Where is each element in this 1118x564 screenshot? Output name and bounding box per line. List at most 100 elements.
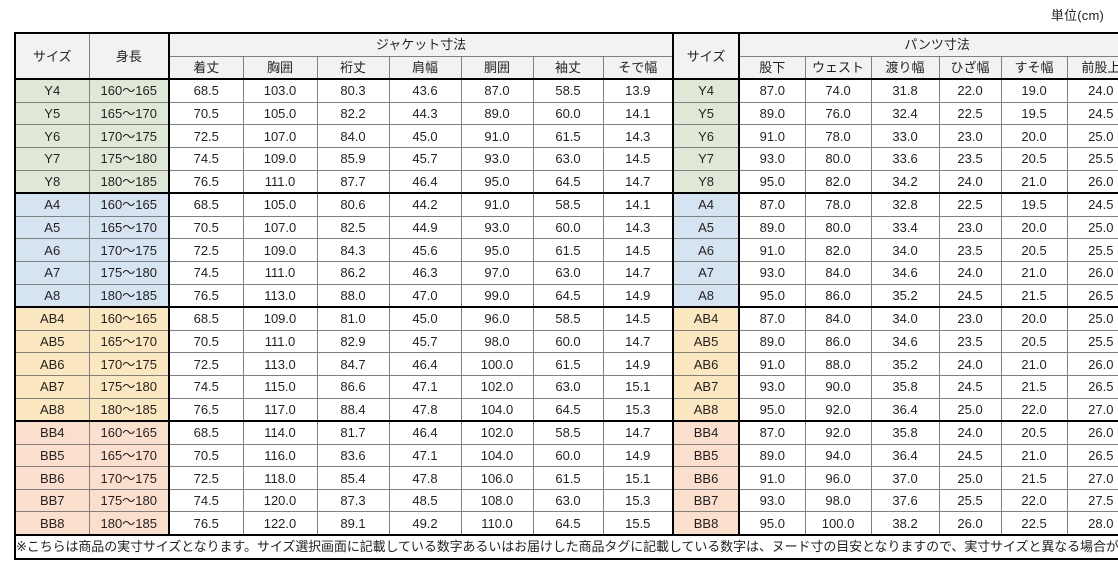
cell-jacket-3: 43.6 xyxy=(388,78,462,103)
cell-jacket-3: 48.5 xyxy=(388,488,462,513)
cell-jacket-0: 68.5 xyxy=(168,192,244,217)
cell-jacket-0: 72.5 xyxy=(168,124,244,148)
cell-pants-5: 27.0 xyxy=(1066,397,1118,423)
header-jacket-col-1: 胸囲 xyxy=(242,55,318,80)
cell-jacket-0: 72.5 xyxy=(168,466,244,490)
cell-pants-3: 24.0 xyxy=(938,260,1002,285)
cell-size-left: BB5 xyxy=(14,443,90,468)
cell-size-right: A6 xyxy=(672,238,741,262)
cell-pants-5: 26.0 xyxy=(1066,420,1118,445)
cell-pants-1: 86.0 xyxy=(804,283,872,309)
cell-jacket-2: 85.9 xyxy=(316,146,390,171)
cell-pants-0: 87.0 xyxy=(738,420,806,445)
header-jacket-col-3: 肩幅 xyxy=(388,55,462,80)
cell-jacket-2: 87.3 xyxy=(316,488,390,513)
cell-size-left: A5 xyxy=(14,215,90,240)
table-row: BB6 170〜175 72.5 118.0 85.4 47.8 106.0 61.5 15.1… xyxy=(14,466,1118,490)
header-height: 身長 xyxy=(88,31,170,80)
cell-pants-1: 82.0 xyxy=(804,238,872,262)
cell-size-right: Y4 xyxy=(672,78,741,103)
table-row: A4 160〜165 68.5 105.0 80.6 44.2 91.0 58.5 14.1 A4… xyxy=(14,192,1118,217)
cell-size-left: Y5 xyxy=(14,101,90,126)
cell-height: 170〜175 xyxy=(88,124,170,148)
cell-jacket-0: 68.5 xyxy=(168,420,244,445)
cell-size-right: AB7 xyxy=(672,374,741,399)
cell-pants-4: 19.5 xyxy=(1000,101,1068,126)
cell-pants-2: 32.8 xyxy=(870,192,940,217)
table-row: AB6 170〜175 72.5 113.0 84.7 46.4 100.0 61.5 14.9… xyxy=(14,352,1118,376)
header-jacket-group: ジャケット寸法 xyxy=(168,31,675,57)
cell-pants-4: 21.5 xyxy=(1000,283,1068,309)
cell-size-left: AB6 xyxy=(14,352,90,376)
size-table-container: サイズ 身長 ジャケット寸法 サイズ パンツ寸法 着丈 胸囲 裄丈 肩幅 胴囲 … xyxy=(14,31,1118,560)
cell-pants-4: 19.5 xyxy=(1000,192,1068,217)
cell-jacket-0: 70.5 xyxy=(168,101,244,126)
header-pants-col-0: 股下 xyxy=(738,55,806,80)
header-size-left: サイズ xyxy=(14,31,90,80)
header-pants-col-2: 渡り幅 xyxy=(870,55,940,80)
table-row: AB5 165〜170 70.5 111.0 82.9 45.7 98.0 60.0 14.7 A… xyxy=(14,329,1118,354)
cell-pants-0: 95.0 xyxy=(738,511,806,537)
cell-jacket-0: 74.5 xyxy=(168,260,244,285)
cell-jacket-4: 104.0 xyxy=(460,443,534,468)
cell-jacket-4: 96.0 xyxy=(460,306,534,331)
cell-jacket-3: 47.1 xyxy=(388,374,462,399)
cell-size-left: BB4 xyxy=(14,420,90,445)
cell-jacket-3: 47.0 xyxy=(388,283,462,309)
cell-size-left: BB8 xyxy=(14,511,90,537)
table-foot: ※こちらは商品の実寸サイズとなります。サイズ選択画面に記載している数字あるいはお… xyxy=(14,534,1118,560)
cell-size-left: A8 xyxy=(14,283,90,309)
header-jacket-col-2: 裄丈 xyxy=(316,55,390,80)
cell-pants-0: 89.0 xyxy=(738,215,806,240)
cell-pants-1: 80.0 xyxy=(804,146,872,171)
cell-pants-3: 24.0 xyxy=(938,169,1002,195)
cell-pants-4: 21.0 xyxy=(1000,352,1068,376)
cell-jacket-6: 15.1 xyxy=(602,374,675,399)
cell-height: 165〜170 xyxy=(88,101,170,126)
cell-jacket-2: 82.2 xyxy=(316,101,390,126)
cell-jacket-4: 102.0 xyxy=(460,420,534,445)
cell-jacket-4: 93.0 xyxy=(460,215,534,240)
cell-pants-2: 35.8 xyxy=(870,420,940,445)
cell-jacket-3: 46.4 xyxy=(388,352,462,376)
cell-size-right: Y6 xyxy=(672,124,741,148)
cell-jacket-2: 85.4 xyxy=(316,466,390,490)
cell-jacket-1: 109.0 xyxy=(242,238,318,262)
cell-jacket-4: 102.0 xyxy=(460,374,534,399)
cell-pants-5: 26.5 xyxy=(1066,443,1118,468)
cell-jacket-0: 72.5 xyxy=(168,238,244,262)
cell-pants-2: 38.2 xyxy=(870,511,940,537)
cell-size-right: A5 xyxy=(672,215,741,240)
cell-jacket-2: 88.4 xyxy=(316,397,390,423)
cell-jacket-1: 120.0 xyxy=(242,488,318,513)
cell-size-right: A7 xyxy=(672,260,741,285)
cell-size-right: Y8 xyxy=(672,169,741,195)
cell-jacket-4: 91.0 xyxy=(460,124,534,148)
header-jacket-col-0: 着丈 xyxy=(168,55,244,80)
cell-jacket-5: 60.0 xyxy=(532,443,604,468)
cell-jacket-1: 107.0 xyxy=(242,215,318,240)
cell-jacket-4: 104.0 xyxy=(460,397,534,423)
cell-jacket-1: 107.0 xyxy=(242,124,318,148)
cell-jacket-4: 106.0 xyxy=(460,466,534,490)
cell-pants-3: 23.0 xyxy=(938,215,1002,240)
cell-jacket-0: 68.5 xyxy=(168,78,244,103)
header-jacket-col-6: そで幅 xyxy=(602,55,675,80)
cell-pants-1: 86.0 xyxy=(804,329,872,354)
cell-jacket-5: 63.0 xyxy=(532,488,604,513)
cell-pants-3: 24.5 xyxy=(938,443,1002,468)
cell-pants-2: 36.4 xyxy=(870,397,940,423)
cell-size-left: Y8 xyxy=(14,169,90,195)
cell-pants-5: 24.5 xyxy=(1066,192,1118,217)
cell-height: 170〜175 xyxy=(88,238,170,262)
cell-pants-2: 32.4 xyxy=(870,101,940,126)
cell-size-left: AB5 xyxy=(14,329,90,354)
cell-size-left: BB6 xyxy=(14,466,90,490)
cell-pants-3: 25.0 xyxy=(938,397,1002,423)
cell-pants-3: 24.0 xyxy=(938,352,1002,376)
cell-jacket-2: 84.3 xyxy=(316,238,390,262)
cell-jacket-5: 64.5 xyxy=(532,397,604,423)
header-pants-col-4: すそ幅 xyxy=(1000,55,1068,80)
cell-jacket-5: 63.0 xyxy=(532,146,604,171)
